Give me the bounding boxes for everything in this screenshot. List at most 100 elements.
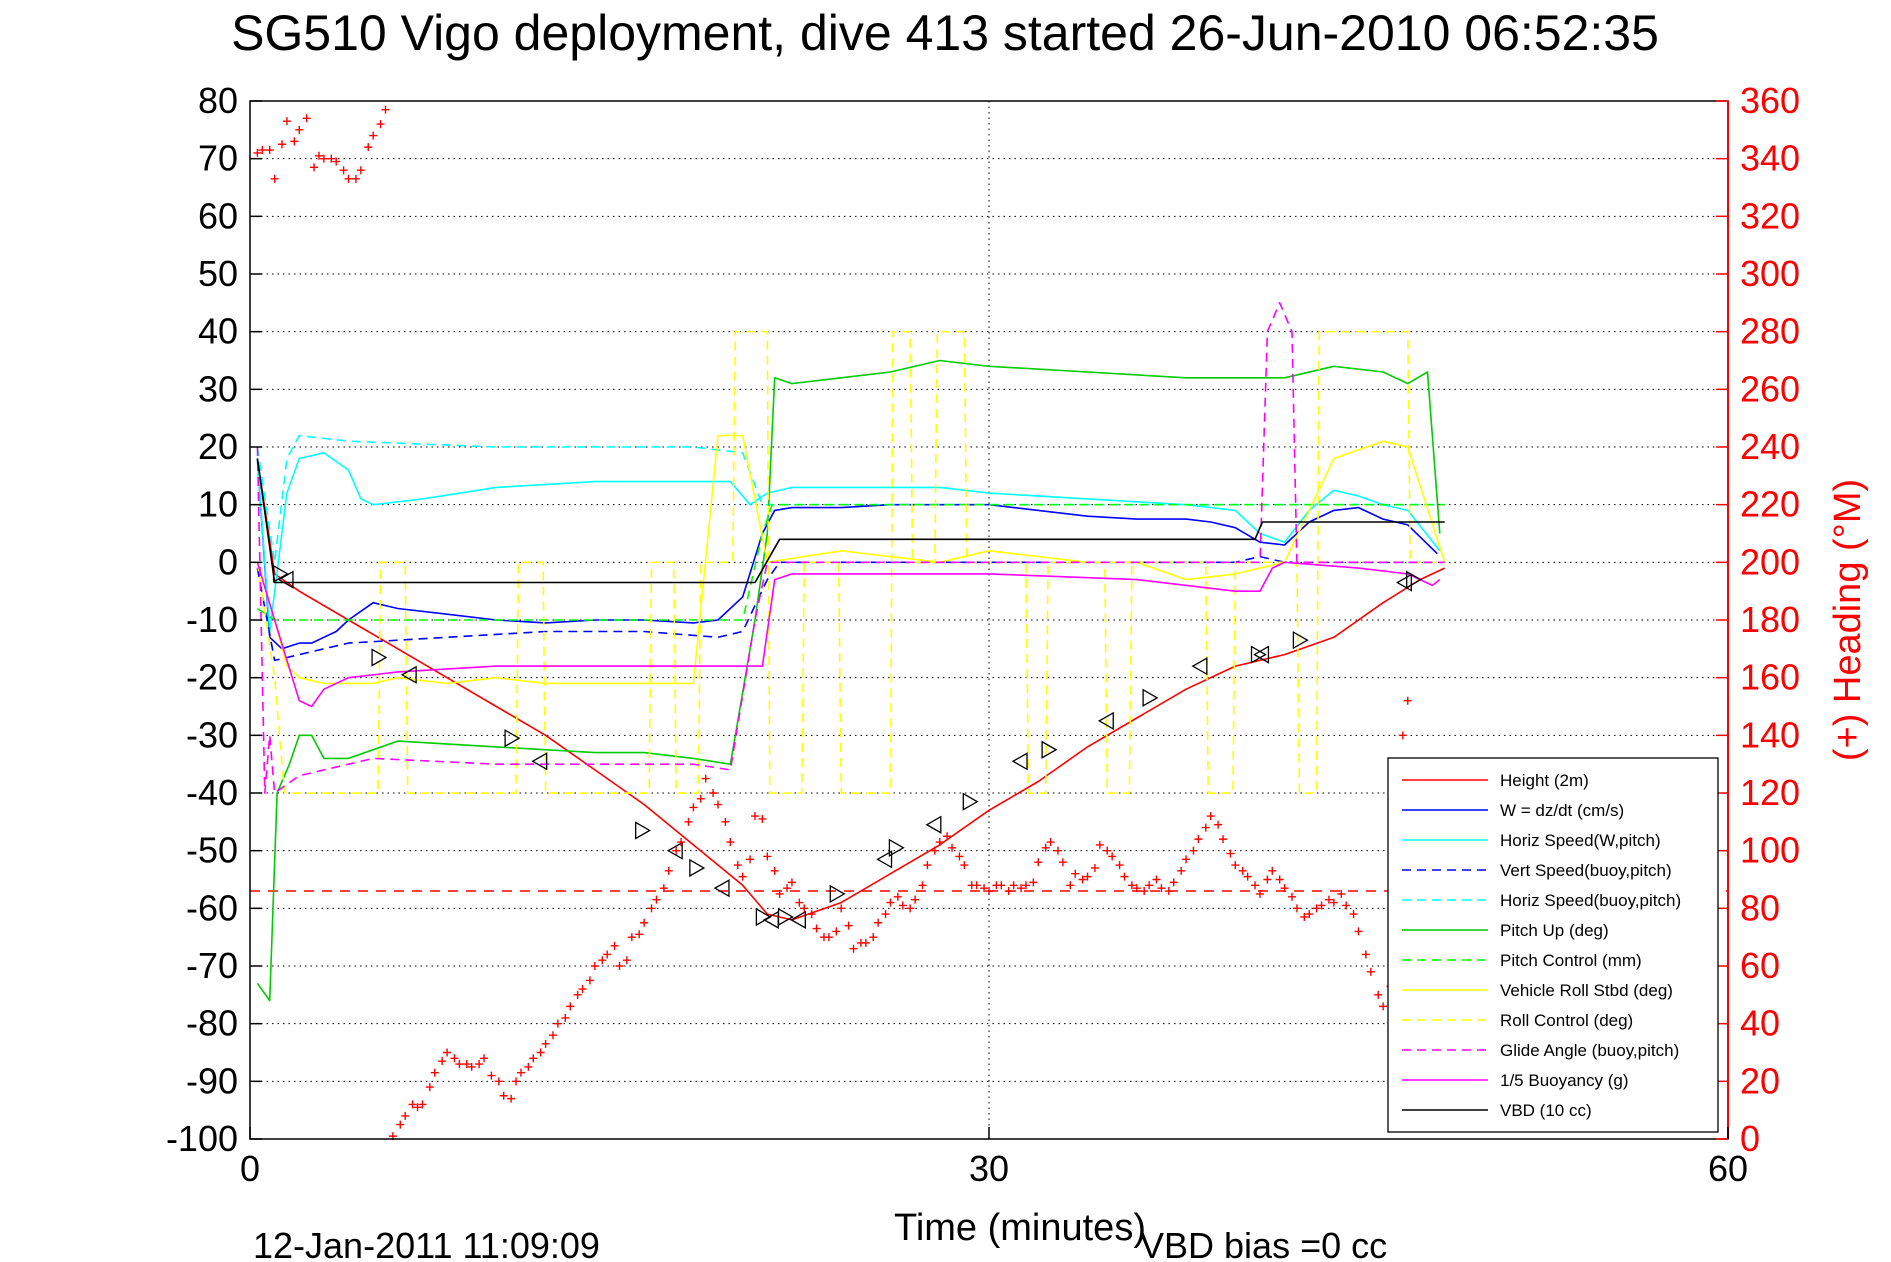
heading-point bbox=[516, 1068, 525, 1077]
heading-point bbox=[295, 125, 304, 134]
heading-point bbox=[507, 1094, 516, 1103]
heading-point bbox=[1324, 895, 1333, 904]
heading-point bbox=[270, 174, 279, 183]
heading-point bbox=[455, 1060, 464, 1069]
series-horiz-speed-buoy-pitch bbox=[256, 434, 1445, 564]
heading-point bbox=[1009, 881, 1018, 890]
legend-label: Roll Control (deg) bbox=[1500, 1011, 1633, 1030]
heading-point bbox=[677, 838, 686, 847]
y-tick-label: -90 bbox=[186, 1060, 238, 1101]
heading-point bbox=[1083, 872, 1092, 881]
legend-label: Vert Speed(buoy,pitch) bbox=[1500, 861, 1672, 880]
triangle-marker bbox=[1292, 631, 1309, 650]
heading-point bbox=[861, 938, 870, 947]
y-tick-label: 60 bbox=[198, 195, 238, 236]
heading-point bbox=[714, 800, 723, 809]
x-tick-label: 0 bbox=[240, 1148, 260, 1189]
series-glide-angle-buoy-pitch bbox=[256, 301, 1445, 794]
legend-label: Horiz Speed(W,pitch) bbox=[1500, 831, 1661, 850]
heading-point bbox=[1403, 696, 1412, 705]
heading-point bbox=[733, 861, 742, 870]
heading-point bbox=[795, 898, 804, 907]
triangle-marker bbox=[1395, 573, 1412, 592]
heading-point bbox=[1066, 881, 1075, 890]
heading-point bbox=[351, 174, 360, 183]
triangle-marker bbox=[777, 907, 794, 927]
heading-point bbox=[640, 918, 649, 927]
y-tick-label: 70 bbox=[198, 138, 238, 179]
heading-point bbox=[408, 1100, 417, 1109]
heading-point bbox=[258, 146, 267, 155]
y-tick-label: 20 bbox=[198, 426, 238, 467]
y2-tick-label: 280 bbox=[1740, 311, 1800, 352]
heading-point bbox=[1140, 887, 1149, 896]
legend-box bbox=[1387, 757, 1719, 1133]
heading-point bbox=[1263, 875, 1272, 884]
heading-point bbox=[647, 904, 656, 913]
heading-point bbox=[869, 933, 878, 942]
heading-point bbox=[356, 166, 365, 175]
heading-point bbox=[738, 872, 747, 881]
heading-point bbox=[881, 910, 890, 919]
legend-label: W = dz/dt (cm/s) bbox=[1500, 801, 1624, 820]
heading-point bbox=[849, 944, 858, 953]
heading-point bbox=[1103, 846, 1112, 855]
heading-point bbox=[253, 148, 262, 157]
heading-point bbox=[1194, 835, 1203, 844]
triangle-marker bbox=[1253, 645, 1270, 664]
heading-point bbox=[750, 812, 759, 821]
right-axis-label: (+) Heading (°M) bbox=[1827, 479, 1869, 761]
heading-point bbox=[972, 881, 981, 890]
triangle-marker bbox=[888, 838, 905, 857]
triangle-marker bbox=[400, 665, 417, 684]
triangle-marker bbox=[790, 910, 806, 929]
y2-tick-label: 260 bbox=[1740, 368, 1800, 409]
heading-point bbox=[282, 117, 291, 126]
triangle-marker bbox=[1041, 740, 1058, 759]
heading-point bbox=[524, 1062, 533, 1071]
heading-point bbox=[1305, 910, 1314, 919]
heading-point bbox=[1312, 904, 1321, 913]
heading-point bbox=[1189, 846, 1198, 855]
heading-point bbox=[1238, 866, 1247, 875]
y-axis-right-ticks: 0 20 40 60 80 100 120 140 160 180 200 220 240 260 280 3… bbox=[1716, 80, 1800, 1159]
heading-point bbox=[832, 927, 841, 936]
heading-point bbox=[726, 838, 735, 847]
heading-point bbox=[1342, 901, 1351, 910]
heading-point bbox=[1127, 881, 1136, 890]
heading-point bbox=[1337, 889, 1346, 898]
series-roll-control-deg bbox=[256, 330, 1445, 794]
y2-tick-label: 240 bbox=[1740, 426, 1800, 467]
y2-tick-label: 200 bbox=[1740, 541, 1800, 582]
heading-point bbox=[548, 1031, 557, 1040]
heading-point bbox=[955, 852, 964, 861]
heading-point bbox=[787, 878, 796, 887]
legend-label: Pitch Up (deg) bbox=[1500, 921, 1609, 940]
heading-point bbox=[278, 140, 287, 149]
heading-point bbox=[319, 154, 328, 163]
heading-point bbox=[1169, 878, 1178, 887]
heading-point bbox=[1280, 884, 1289, 893]
y-tick-label: -70 bbox=[186, 945, 238, 986]
heading-point bbox=[1349, 910, 1358, 919]
heading-point bbox=[1219, 835, 1228, 844]
y-tick-label: -20 bbox=[186, 657, 238, 698]
heading-point bbox=[450, 1054, 459, 1063]
heading-point bbox=[807, 910, 816, 919]
heading-point bbox=[327, 154, 336, 163]
heading-point bbox=[1275, 875, 1284, 884]
heading-point bbox=[332, 157, 341, 166]
heading-point bbox=[1046, 838, 1055, 847]
footer-timestamp: 12-Jan-2011 11:09:09 bbox=[253, 1225, 600, 1262]
heading-point bbox=[610, 941, 619, 950]
heading-point bbox=[1206, 812, 1215, 821]
triangle-marker bbox=[876, 850, 893, 869]
triangle-marker bbox=[713, 879, 730, 898]
heading-point bbox=[1145, 881, 1154, 890]
y-tick-label: -50 bbox=[186, 830, 238, 871]
x-tick-label: 60 bbox=[1708, 1148, 1748, 1189]
heading-point bbox=[425, 1083, 434, 1092]
heading-point bbox=[874, 918, 883, 927]
heading-point bbox=[1157, 884, 1166, 893]
